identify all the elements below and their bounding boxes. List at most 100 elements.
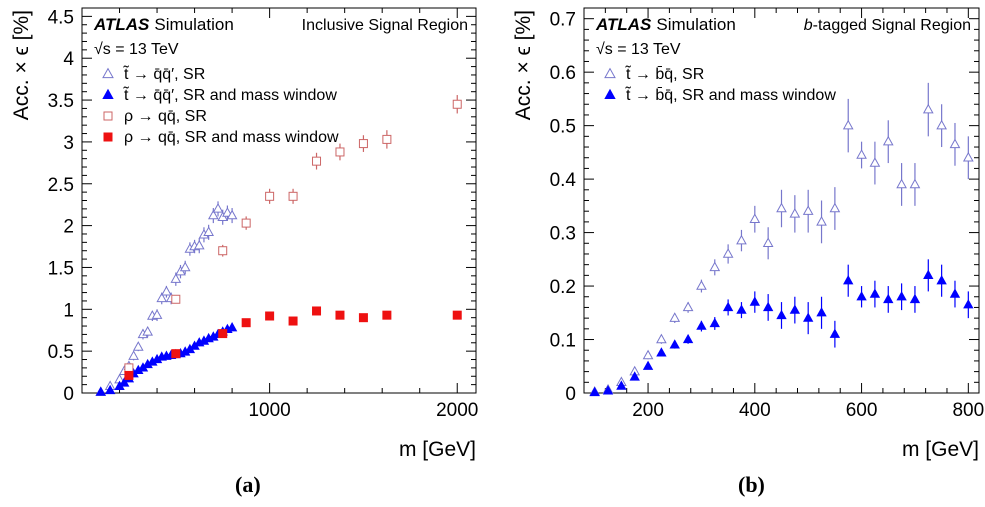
series-1 bbox=[95, 322, 238, 396]
x-axis-label: m [GeV] bbox=[902, 438, 979, 461]
data-point bbox=[909, 293, 921, 304]
data-point bbox=[789, 304, 801, 314]
legend-entry: t̃ → q̄q̄′, SR and mass window bbox=[122, 85, 337, 104]
data-point bbox=[335, 310, 345, 320]
data-point bbox=[669, 339, 680, 349]
atlas-label: ATLAS Simulation bbox=[595, 15, 736, 34]
data-point bbox=[816, 307, 827, 317]
data-point bbox=[949, 138, 961, 149]
data-point bbox=[288, 316, 298, 326]
legend-entry: t̃ → b̄q̄, SR bbox=[624, 64, 704, 83]
data-point bbox=[696, 320, 707, 330]
data-point bbox=[265, 311, 275, 321]
data-point bbox=[869, 288, 881, 298]
data-point bbox=[656, 347, 667, 357]
data-point bbox=[179, 261, 191, 272]
data-point bbox=[128, 350, 139, 360]
data-point bbox=[226, 209, 238, 220]
x-tick-label: 400 bbox=[739, 400, 771, 421]
y-tick-label: 2 bbox=[63, 217, 74, 238]
series-1 bbox=[589, 259, 974, 397]
y-tick-label: 0.5 bbox=[48, 342, 74, 363]
y-tick-label: 1 bbox=[63, 300, 74, 321]
series-2 bbox=[124, 95, 462, 373]
data-point bbox=[642, 349, 654, 360]
y-axis-label: Acc. × ϵ [%] bbox=[10, 10, 33, 120]
data-point bbox=[124, 363, 134, 373]
chart-panel-a: 1000 2000 0 0.5 1 1.5 2 2.5 3 3.5 4 4.5 m [GeV] Acc. … bbox=[10, 7, 478, 461]
legend-marker bbox=[102, 67, 114, 79]
data-point bbox=[762, 237, 774, 248]
data-point bbox=[843, 275, 854, 285]
series-0 bbox=[589, 82, 974, 396]
chart-panel-b: 200 400 600 800 0 0.1 0.2 0.3 0.4 0.5 0.6 0.7 m [GeV… bbox=[512, 7, 984, 461]
data-point bbox=[312, 306, 322, 316]
y-tick-label: 0.2 bbox=[550, 277, 576, 298]
data-point bbox=[816, 215, 827, 226]
data-point bbox=[856, 149, 867, 159]
data-point bbox=[896, 178, 907, 189]
data-point bbox=[936, 275, 947, 285]
data-point bbox=[335, 147, 345, 157]
data-point bbox=[802, 205, 814, 215]
legend-entry: ρ → qq̄, SR bbox=[124, 108, 207, 125]
y-tick-label: 1.5 bbox=[48, 258, 74, 279]
y-axis-label: Acc. × ϵ [%] bbox=[512, 10, 535, 120]
data-point bbox=[682, 333, 694, 344]
y-tick-label: 0.4 bbox=[550, 170, 577, 191]
data-point bbox=[312, 156, 322, 166]
data-point bbox=[696, 280, 707, 290]
y-tick-label: 0 bbox=[565, 384, 576, 405]
atlas-label: ATLAS Simulation bbox=[93, 15, 234, 34]
data-point bbox=[452, 310, 462, 320]
data-point bbox=[896, 291, 907, 301]
data-point bbox=[207, 209, 219, 220]
data-point bbox=[589, 386, 600, 397]
x-axis-label: m [GeV] bbox=[399, 438, 476, 461]
y-tick-label: 4 bbox=[63, 49, 74, 70]
data-point bbox=[922, 103, 934, 114]
legend-marker bbox=[102, 88, 114, 99]
data-point bbox=[241, 318, 251, 328]
data-point bbox=[736, 304, 747, 314]
data-point bbox=[923, 269, 934, 280]
data-point bbox=[629, 371, 640, 381]
data-point bbox=[226, 322, 238, 332]
data-point bbox=[218, 246, 228, 256]
caption-b: (b) bbox=[738, 472, 765, 497]
x-tick-label: 800 bbox=[952, 400, 984, 421]
region-text: Inclusive Signal Region bbox=[302, 17, 468, 34]
legend-entry: t̃ → b̄q̄, SR and mass window bbox=[624, 85, 836, 104]
data-point bbox=[95, 386, 106, 396]
caption-a: (a) bbox=[235, 472, 261, 497]
data-point bbox=[869, 157, 881, 167]
data-point bbox=[762, 301, 774, 312]
energy-label: √s = 13 TeV bbox=[94, 41, 179, 58]
data-point bbox=[382, 310, 392, 320]
data-point bbox=[265, 191, 275, 201]
data-point bbox=[749, 296, 760, 306]
data-point bbox=[883, 293, 894, 304]
series-0 bbox=[95, 201, 238, 396]
data-point bbox=[602, 385, 614, 395]
data-point bbox=[156, 292, 168, 303]
x-tick-label: 600 bbox=[846, 400, 878, 421]
y-tick-label: 0 bbox=[63, 384, 74, 405]
y-tick-label: 0.1 bbox=[550, 331, 576, 352]
region-italic: b bbox=[804, 17, 813, 34]
data-point bbox=[803, 312, 814, 322]
data-point bbox=[161, 285, 172, 296]
series-3 bbox=[124, 306, 462, 380]
data-point bbox=[171, 349, 181, 359]
data-point bbox=[358, 139, 368, 149]
atlas-bold: ATLAS bbox=[595, 15, 652, 34]
data-point bbox=[170, 273, 182, 283]
legend-marker bbox=[604, 67, 616, 79]
region-label: Inclusive Signal Region bbox=[302, 17, 468, 34]
region-text: -tagged Signal Region bbox=[813, 17, 971, 34]
legend-marker bbox=[103, 111, 113, 121]
data-point bbox=[124, 370, 134, 380]
region-label: b-tagged Signal Region bbox=[804, 17, 971, 34]
data-point bbox=[203, 226, 214, 237]
legend-marker bbox=[604, 88, 616, 99]
